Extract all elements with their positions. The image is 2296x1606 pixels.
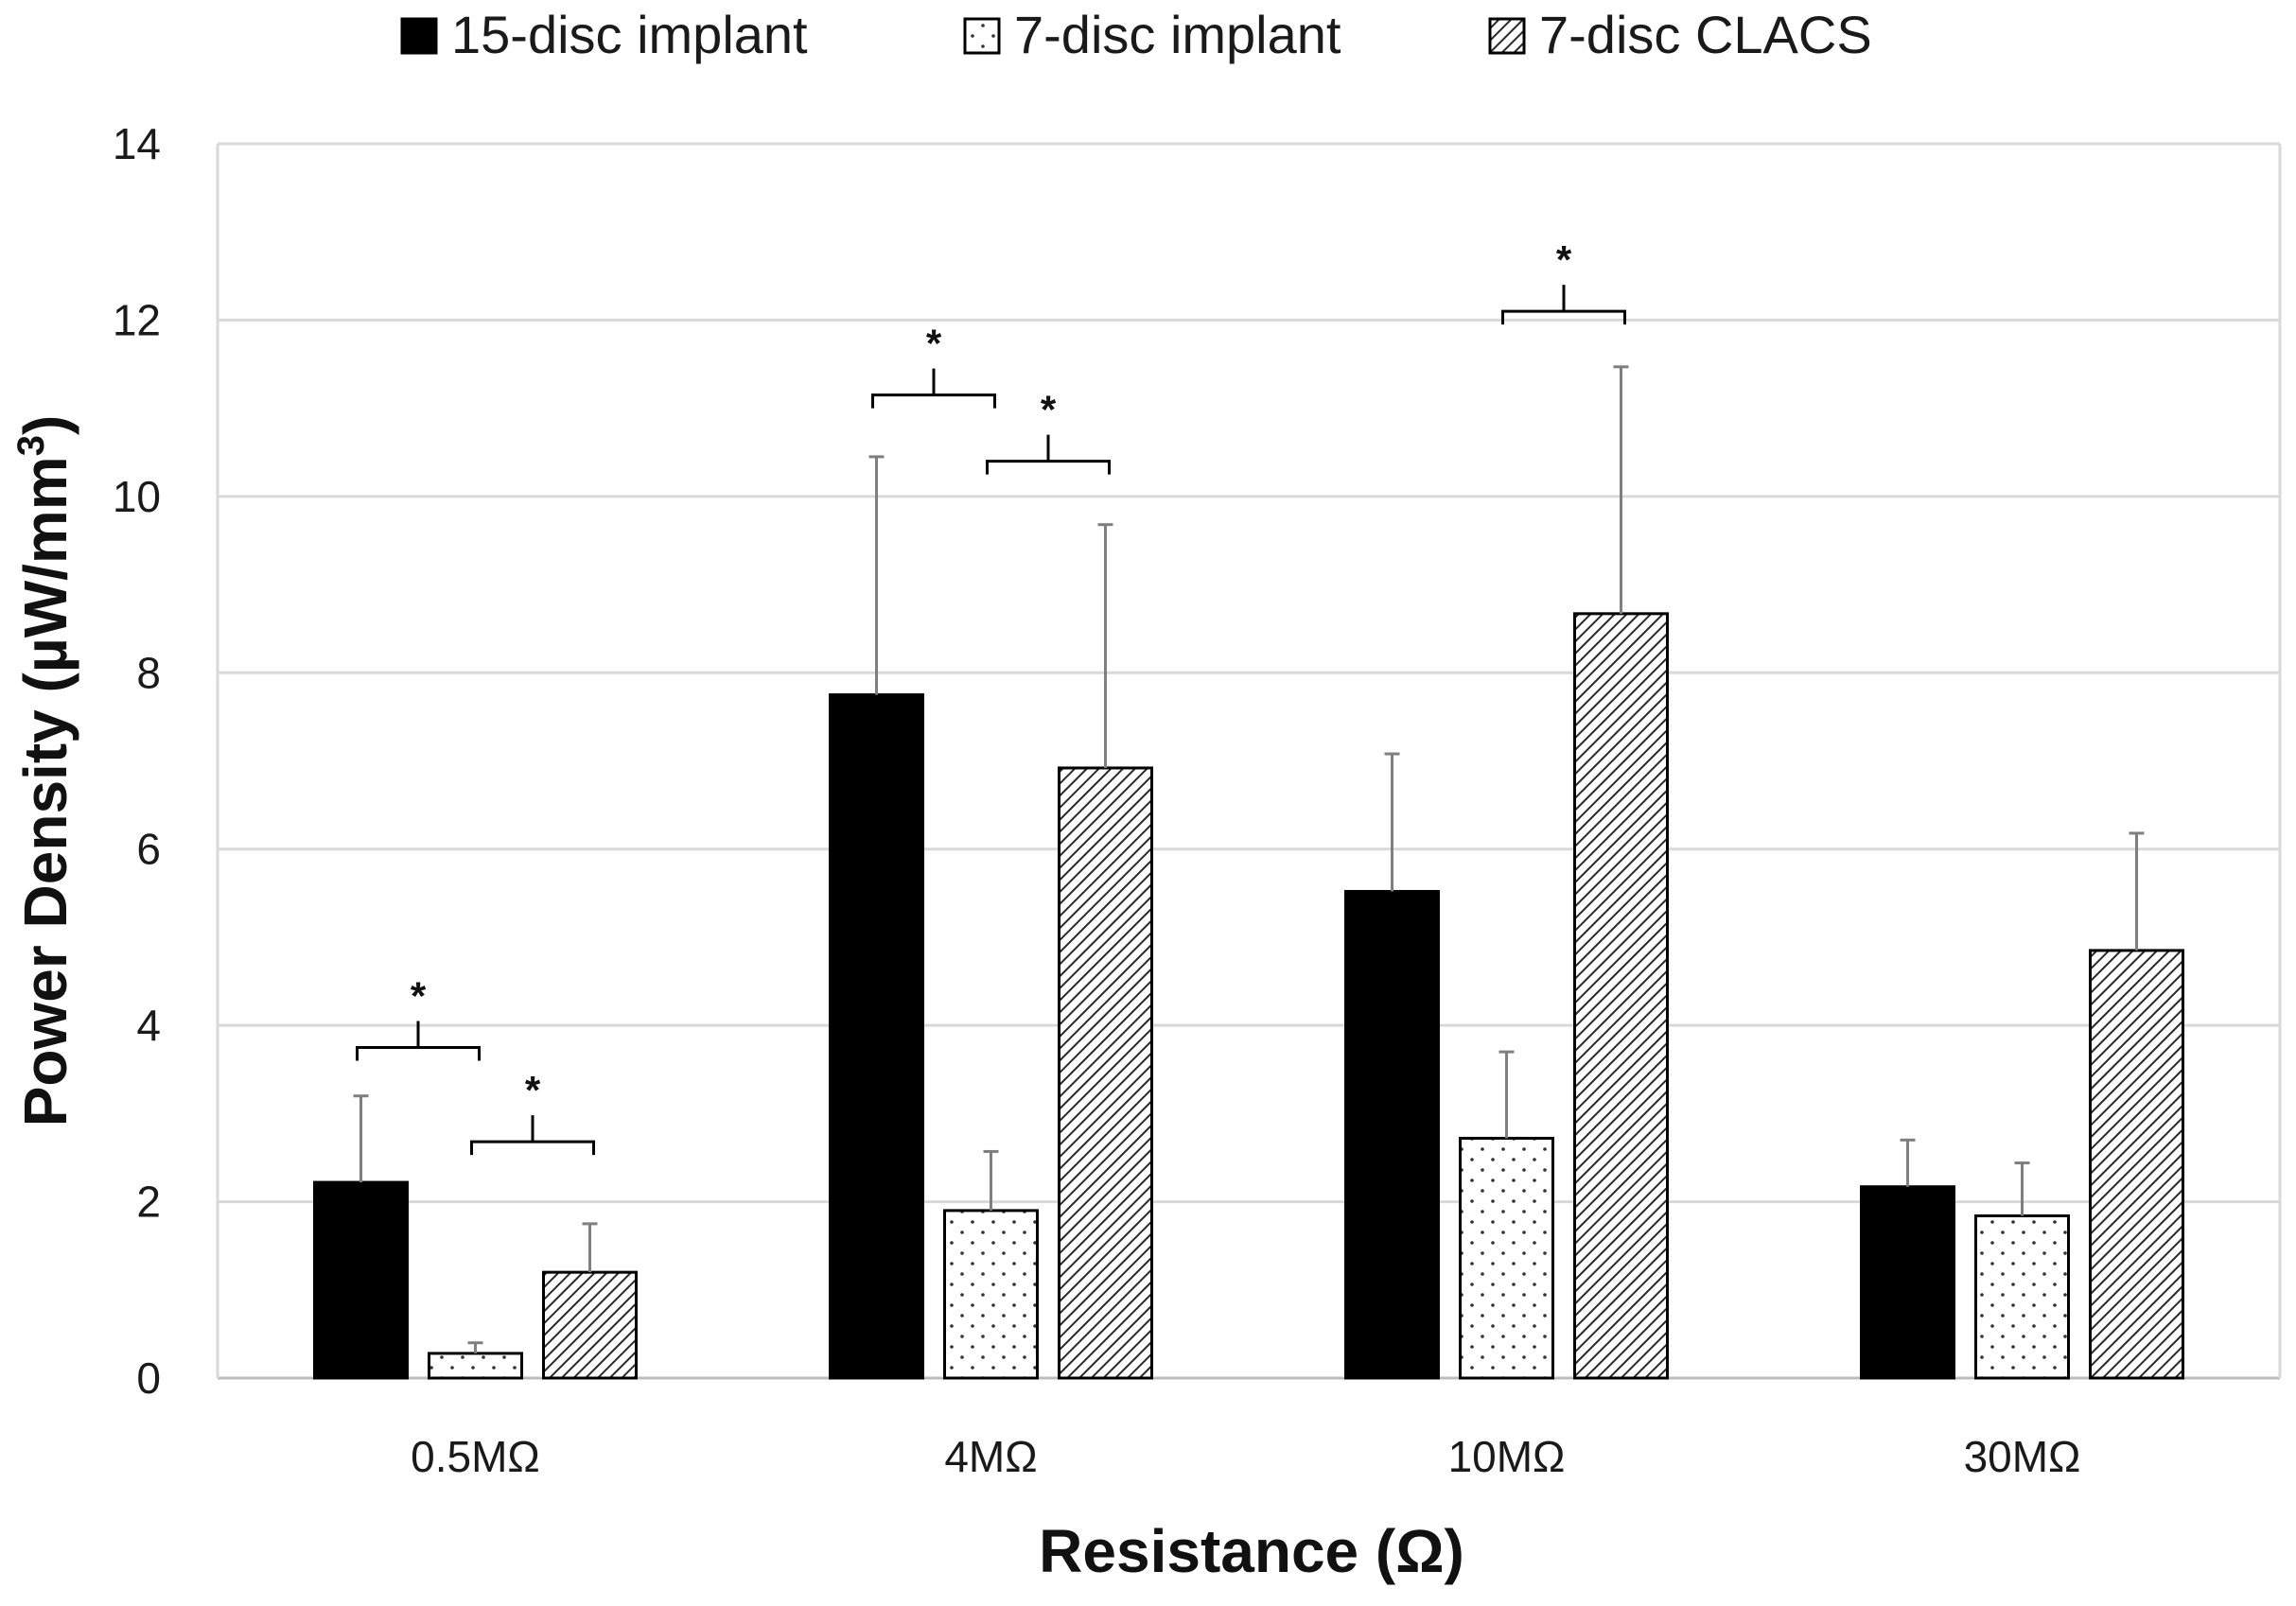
y-tick-label: 12 <box>113 295 161 344</box>
significance-markers: * * * * * <box>356 237 1626 1156</box>
y-axis-ticks: 0 2 4 6 8 10 12 14 <box>113 119 161 1403</box>
bar-15-disc-implant <box>829 693 924 1380</box>
legend-swatch-7-disc-clacs <box>1488 17 1526 55</box>
bar-7-disc-implant <box>1974 1213 2070 1380</box>
x-tick-label: 4MΩ <box>944 1432 1037 1481</box>
y-tick-label: 6 <box>136 825 161 874</box>
bar-15-disc-implant <box>1860 1185 1955 1380</box>
y-axis-title-superscript: 3 <box>10 435 52 456</box>
y-axis-title: Power Density (µW/mm3) <box>10 415 79 1127</box>
y-tick-label: 0 <box>136 1353 161 1403</box>
significance-star: * <box>1556 237 1572 282</box>
significance-star: * <box>926 322 942 366</box>
significance-star: * <box>411 973 427 1018</box>
significance-star: * <box>1041 388 1057 432</box>
y-tick-label: 10 <box>113 472 161 521</box>
bar-7-disc-implant <box>1459 1136 1554 1380</box>
legend: 15-disc implant 7-disc implant 7-disc CLAC… <box>400 5 1872 64</box>
y-tick-label: 4 <box>136 1001 161 1050</box>
x-axis-ticks: 0.5MΩ 4MΩ 10MΩ 30MΩ <box>411 1432 2080 1481</box>
bar-15-disc-implant <box>313 1180 409 1380</box>
y-axis-title-main: Power Density (µW/mm <box>11 456 79 1126</box>
significance-bracket <box>871 368 996 409</box>
bar-7-disc-clacs <box>1058 766 1153 1380</box>
significance-star: * <box>525 1068 541 1112</box>
y-tick-label: 14 <box>113 119 161 168</box>
legend-label-15-disc-implant: 15-disc implant <box>451 5 808 64</box>
legend-swatch-15-disc-implant <box>400 17 438 55</box>
bar-7-disc-clacs <box>1573 612 1669 1380</box>
error-bars <box>353 365 2145 1353</box>
x-tick-label: 10MΩ <box>1448 1432 1566 1481</box>
significance-bracket <box>470 1115 595 1156</box>
significance-bracket <box>356 1021 481 1061</box>
bar-15-disc-implant <box>1344 889 1440 1380</box>
significance-bracket <box>1501 285 1626 325</box>
bar-7-disc-implant <box>428 1352 523 1380</box>
legend-label-7-disc-clacs: 7-disc CLACS <box>1539 5 1872 64</box>
legend-swatch-7-disc-implant <box>963 17 1001 55</box>
significance-bracket <box>986 434 1111 475</box>
bar-7-disc-implant <box>943 1209 1039 1380</box>
bars <box>313 612 2184 1380</box>
x-tick-label: 0.5MΩ <box>411 1432 540 1481</box>
y-axis-title-close: ) <box>11 415 79 435</box>
legend-label-7-disc-implant: 7-disc implant <box>1014 5 1341 64</box>
gridlines <box>216 142 2282 1380</box>
x-tick-label: 30MΩ <box>1964 1432 2081 1481</box>
bar-7-disc-clacs <box>542 1270 638 1380</box>
y-tick-label: 8 <box>136 648 161 697</box>
x-axis-title: Resistance (Ω) <box>1039 1517 1464 1585</box>
y-tick-label: 2 <box>136 1178 161 1227</box>
bar-7-disc-clacs <box>2089 949 2184 1380</box>
